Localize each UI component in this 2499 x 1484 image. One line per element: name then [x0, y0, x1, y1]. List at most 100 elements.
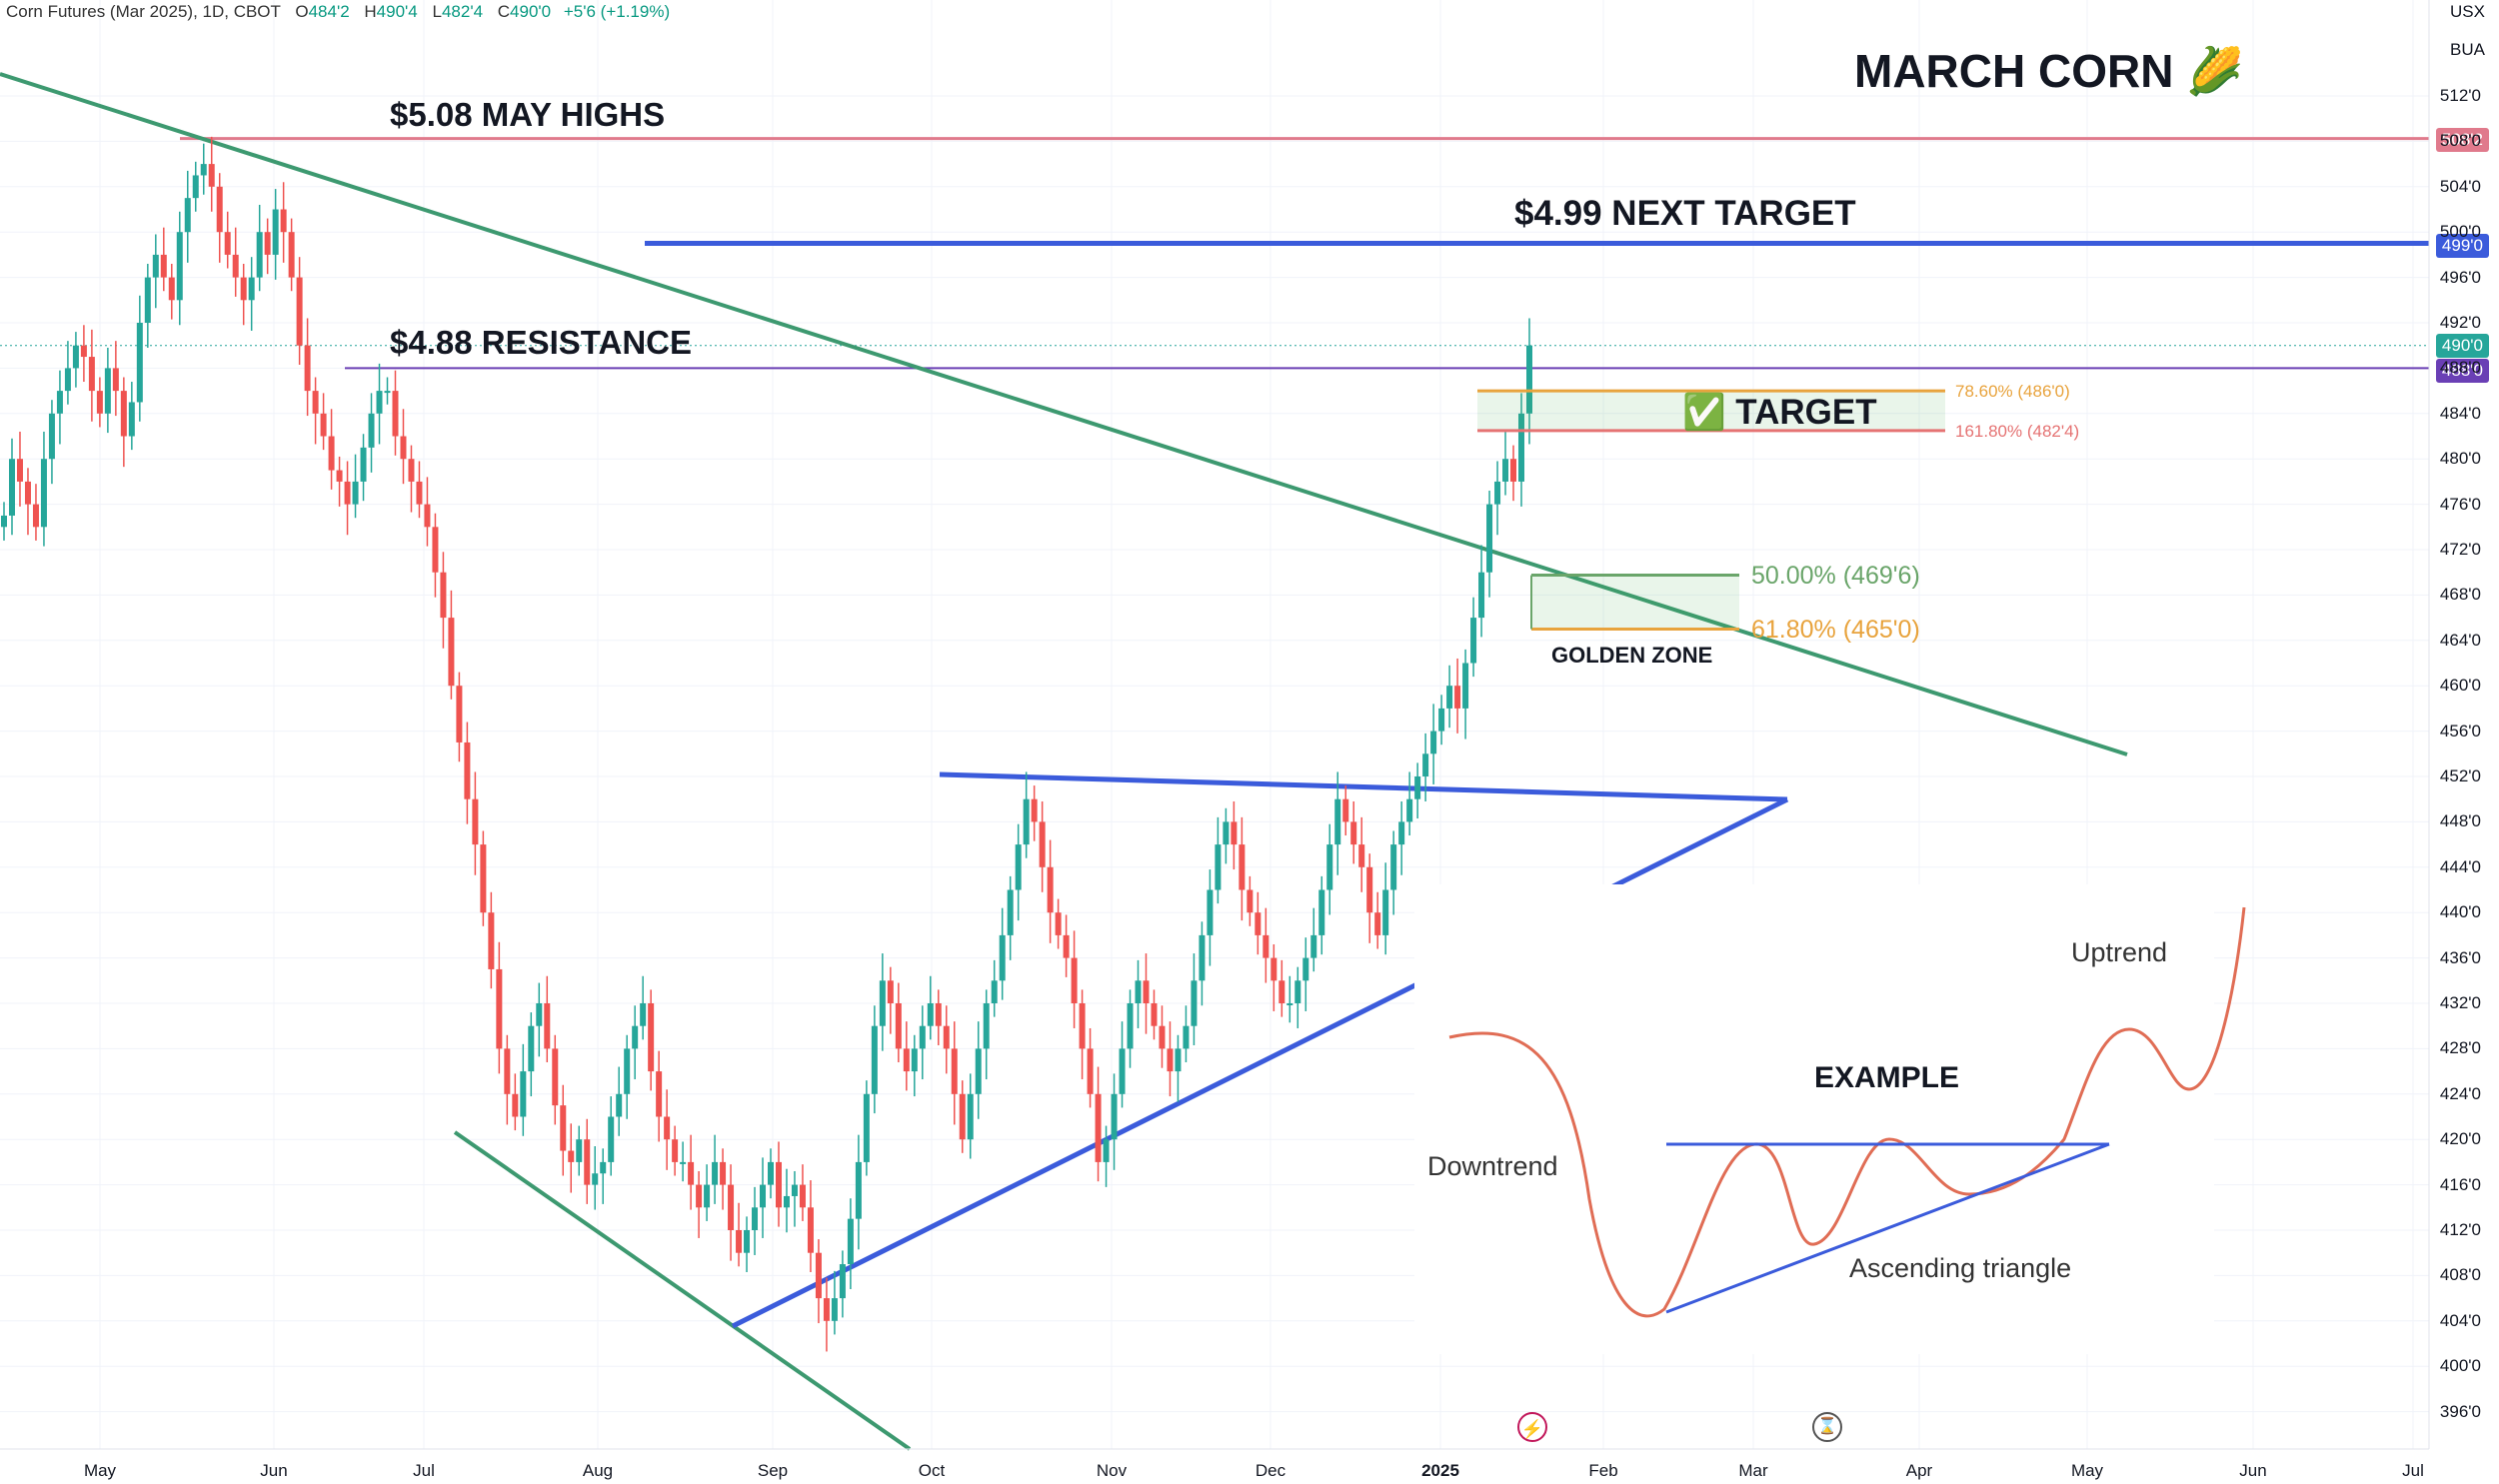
- candle-body: [672, 1139, 679, 1162]
- y-tick-label: 492'0: [2439, 313, 2481, 332]
- candle-body: [887, 980, 894, 1003]
- candle-body: [1262, 934, 1269, 958]
- x-tick-label: Feb: [1588, 1461, 1618, 1480]
- candle-body: [576, 1139, 583, 1162]
- candle-body: [1023, 798, 1030, 845]
- candle-body: [1390, 844, 1397, 890]
- candle-body: [799, 1184, 806, 1208]
- candle-body: [648, 1003, 655, 1072]
- candle-body: [855, 1161, 862, 1219]
- y-tick-label: 476'0: [2439, 494, 2481, 514]
- high-value: 490'4: [376, 2, 418, 21]
- candle-body: [464, 742, 471, 799]
- candle-body: [1207, 889, 1214, 935]
- candle-body: [184, 198, 191, 233]
- candle-body: [664, 1116, 671, 1140]
- candle-body: [1095, 1093, 1102, 1162]
- candle-body: [568, 1150, 575, 1162]
- example-triangle-label: Ascending triangle: [1849, 1253, 2072, 1283]
- candle-body: [232, 254, 239, 278]
- candle-body: [1103, 1139, 1110, 1162]
- example-uptrend-label: Uptrend: [2071, 937, 2168, 967]
- candle-body: [192, 175, 199, 199]
- candle-body: [1159, 1025, 1166, 1049]
- example-title: EXAMPLE: [1814, 1061, 1960, 1094]
- candle-body: [728, 1184, 735, 1230]
- candle-body: [760, 1184, 767, 1208]
- target-label: ✅ TARGET: [1682, 393, 1877, 432]
- candle-body: [1470, 618, 1477, 664]
- candle-body: [903, 1048, 910, 1072]
- candle-body: [1223, 821, 1230, 845]
- candle-body: [1191, 980, 1198, 1026]
- x-tick-label: Jun: [2239, 1461, 2267, 1480]
- candle-body: [104, 368, 111, 414]
- candle-body: [248, 277, 255, 301]
- candle-body: [144, 277, 151, 323]
- candle-body: [272, 209, 279, 255]
- y-tick-label: 436'0: [2439, 947, 2481, 967]
- candle-body: [1422, 753, 1429, 776]
- candle-body: [136, 323, 143, 403]
- candle-body: [752, 1207, 759, 1230]
- candle-body: [1127, 1003, 1134, 1049]
- y-tick-label: 496'0: [2439, 267, 2481, 287]
- candle-body: [432, 527, 439, 573]
- candle-body: [871, 1025, 878, 1094]
- candle-body: [1414, 776, 1421, 799]
- candle-body: [264, 232, 271, 255]
- candle-body: [384, 391, 391, 394]
- x-tick-label: Sep: [757, 1461, 789, 1480]
- candle-body: [1294, 980, 1301, 1003]
- candles: [1, 136, 1532, 1352]
- low-label: L: [432, 2, 442, 21]
- candle-body: [1183, 1025, 1190, 1049]
- candle-body: [927, 1003, 934, 1026]
- y-tick-label: 460'0: [2439, 676, 2481, 696]
- lightning-icon[interactable]: ⚡: [1517, 1412, 1547, 1442]
- x-tick-label: Jul: [2402, 1461, 2424, 1480]
- candle-body: [616, 1093, 623, 1117]
- candle-body: [704, 1184, 711, 1208]
- candle-body: [1055, 912, 1062, 935]
- candle-body: [320, 413, 327, 437]
- candle-body: [88, 357, 95, 392]
- candle-body: [296, 277, 303, 346]
- candle-body: [1111, 1093, 1118, 1140]
- change-value: +5'6 (+1.19%): [563, 2, 671, 21]
- candle-body: [168, 277, 175, 301]
- close-label: C: [497, 2, 511, 21]
- open-label: O: [295, 2, 309, 21]
- candle-body: [1350, 821, 1357, 845]
- close-value: 490'0: [510, 2, 552, 21]
- candle-body: [160, 254, 167, 278]
- candle-body: [839, 1264, 846, 1299]
- candle-body: [736, 1230, 743, 1253]
- candle-body: [392, 391, 399, 437]
- candle-body: [480, 844, 487, 913]
- candle-body: [1143, 980, 1150, 1003]
- candle-body: [1286, 1003, 1293, 1005]
- y-tick-label: 504'0: [2439, 176, 2481, 196]
- fib-618-label: 61.80% (465'0): [1751, 616, 1920, 644]
- candle-body: [975, 1048, 982, 1094]
- y-tick-label: 500'0: [2439, 222, 2481, 242]
- next-target-label: $4.99 NEXT TARGET: [1514, 194, 1856, 233]
- candle-body: [1454, 686, 1461, 709]
- example-inset: [1414, 884, 2246, 1354]
- candle-body: [1167, 1048, 1174, 1072]
- hourglass-icon[interactable]: ⌛: [1812, 1412, 1842, 1442]
- candle-body: [1446, 686, 1453, 709]
- candle-body: [951, 1048, 958, 1094]
- candle-body: [608, 1116, 615, 1162]
- may-highs-label: $5.08 MAY HIGHS: [390, 96, 666, 133]
- candle-body: [1486, 504, 1493, 573]
- candle-body: [1398, 821, 1405, 845]
- candle-body: [1310, 934, 1317, 958]
- candle-body: [895, 1003, 902, 1049]
- high-label: H: [364, 2, 377, 21]
- candle-body: [775, 1161, 782, 1208]
- candle-body: [48, 413, 55, 460]
- candle-body: [680, 1161, 687, 1164]
